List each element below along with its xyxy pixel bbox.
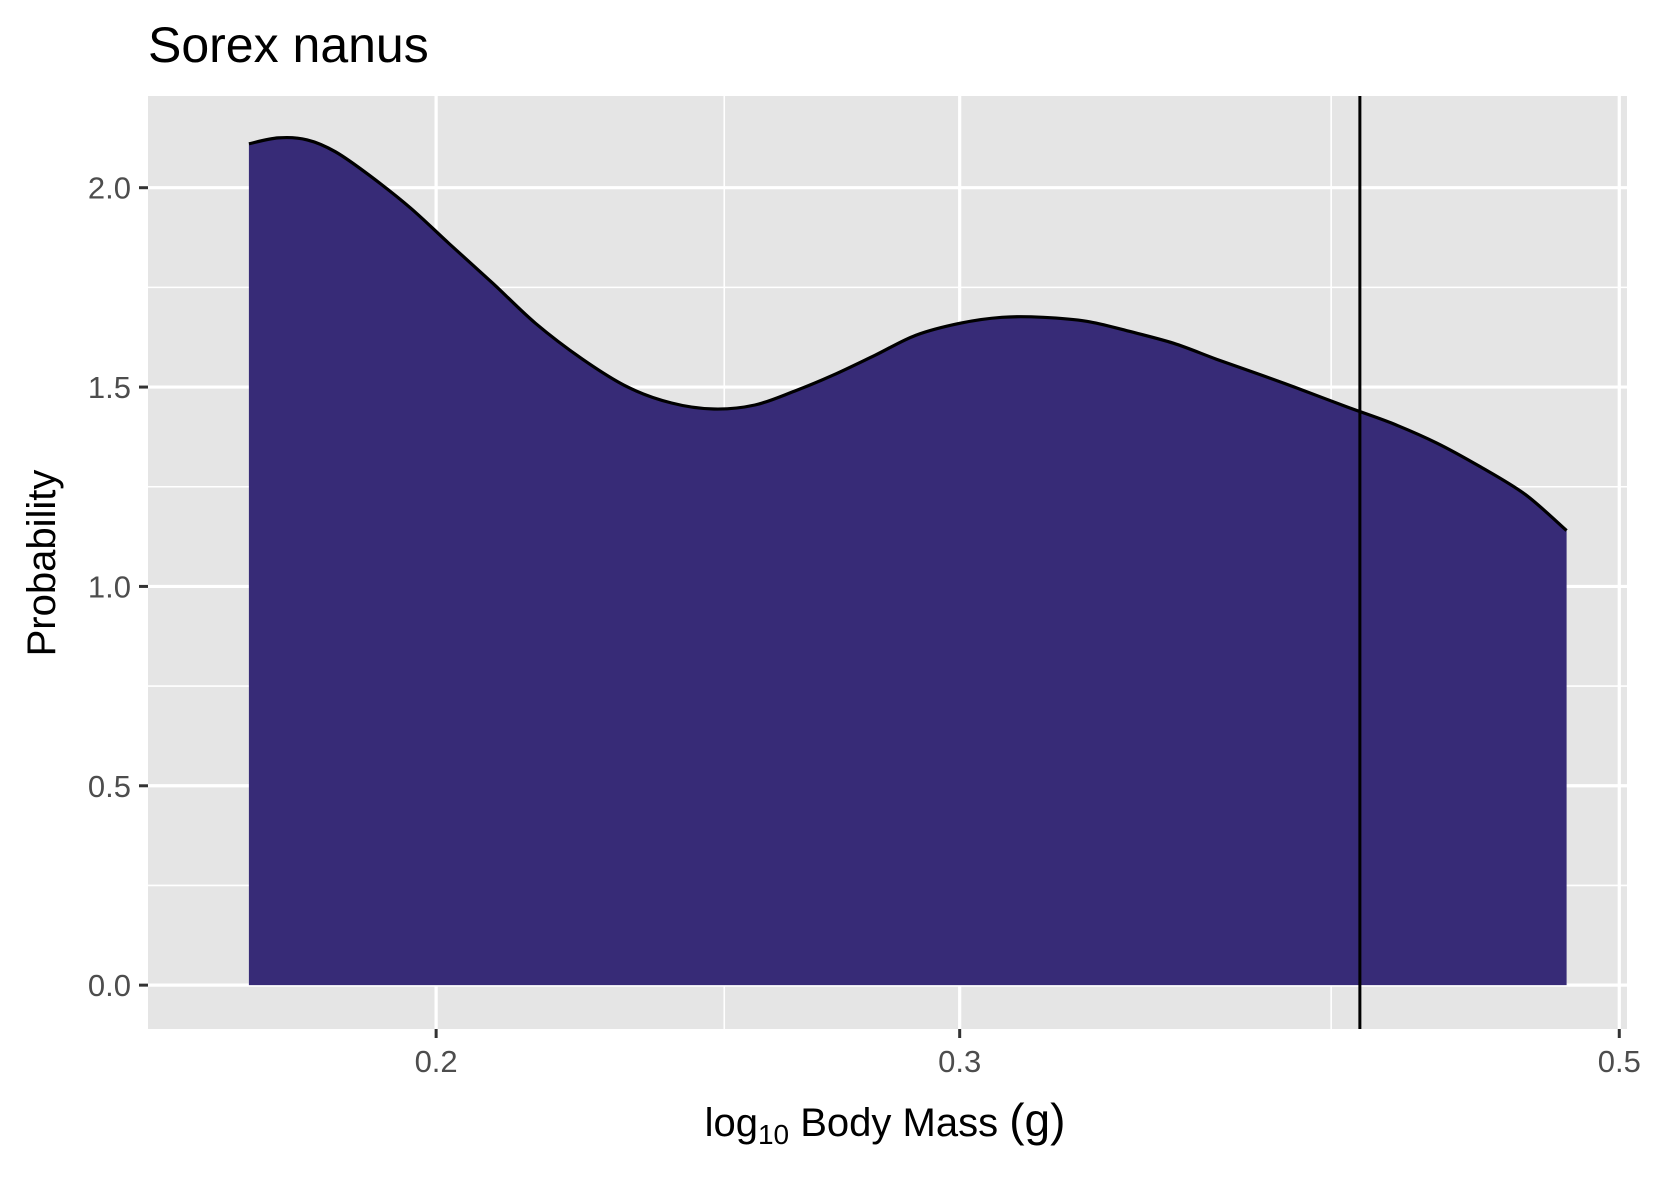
y-tick-label: 1.5 <box>88 370 131 405</box>
x-tick-label: 0.2 <box>415 1044 458 1079</box>
x-axis-title-text: Body Mass <box>789 1101 1009 1145</box>
density-line <box>248 135 1568 532</box>
y-tick-label: 2.0 <box>88 171 131 206</box>
x-axis-title-log: log <box>705 1101 758 1145</box>
x-axis-title-subscript: 10 <box>758 1119 789 1150</box>
y-axis-title: Probability <box>20 470 64 657</box>
x-axis-title-unit: (g) <box>1009 1094 1065 1146</box>
x-tick-label: 0.5 <box>1598 1044 1641 1079</box>
x-axis-title: log10 Body Mass (g) <box>705 1094 1066 1150</box>
x-tick-label: 0.3 <box>938 1044 981 1079</box>
y-tick-label: 1.0 <box>88 569 131 604</box>
chart-title: Sorex nanus <box>148 17 429 73</box>
y-axis: 0.0 0.5 1.0 1.5 2.0 <box>88 171 148 1003</box>
density-area <box>248 137 1567 986</box>
x-axis: 0.2 0.3 0.5 <box>415 1029 1641 1079</box>
y-tick-label: 0.0 <box>88 968 131 1003</box>
y-tick-label: 0.5 <box>88 769 131 804</box>
